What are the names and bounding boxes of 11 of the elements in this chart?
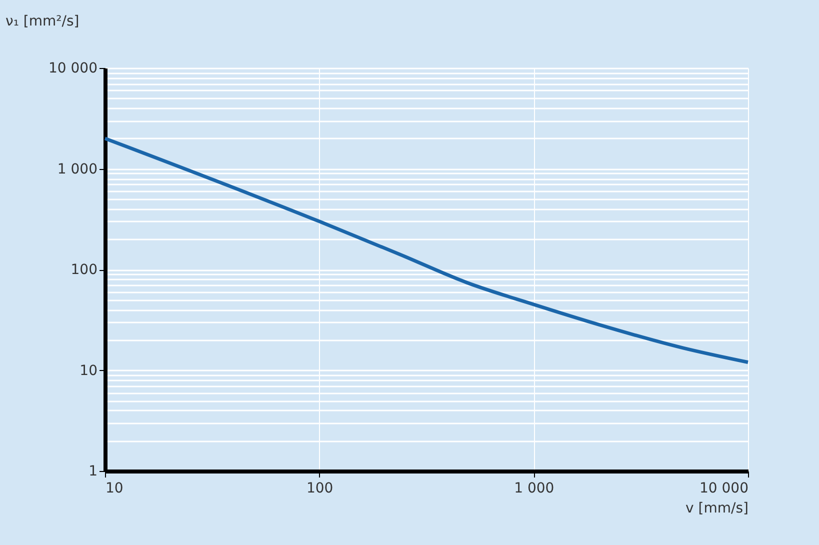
y-tick-label: 1 000 bbox=[57, 161, 98, 178]
x-tick-label: 100 bbox=[306, 480, 334, 496]
y-tick-label: 10 bbox=[80, 362, 98, 379]
x-tick-label: 10 000 bbox=[700, 480, 748, 496]
y-tick-label: 100 bbox=[70, 262, 98, 278]
y-tick-label: 1 bbox=[88, 464, 98, 480]
y-axis-title: ν₁ [mm²/s] bbox=[6, 14, 80, 30]
x-tick-label: 10 bbox=[106, 480, 124, 496]
y-tick-label: 10 000 bbox=[48, 60, 98, 76]
x-tick-label: 1 000 bbox=[514, 480, 554, 496]
x-axis-title: v [mm/s] bbox=[686, 500, 748, 516]
